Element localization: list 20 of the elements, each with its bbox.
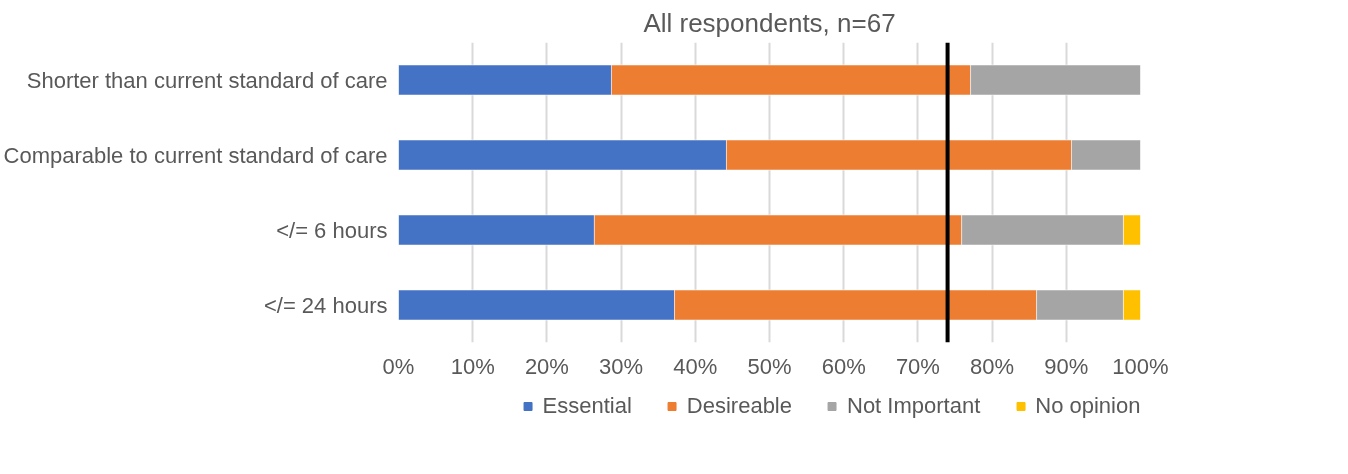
x-tick-label: 100% xyxy=(1112,353,1169,379)
x-tick-label: 0% xyxy=(382,353,415,379)
y-tick-label: Comparable to current standard of care xyxy=(3,142,388,168)
x-tick-label: 60% xyxy=(821,353,866,379)
legend-label: No opinion xyxy=(1035,393,1141,419)
x-tick-label: 20% xyxy=(524,353,569,379)
x-tick-label: 80% xyxy=(970,353,1015,379)
legend-label: Essential xyxy=(542,393,632,419)
y-tick-label: </= 6 hours xyxy=(276,217,388,243)
y-tick-label: </= 24 hours xyxy=(263,292,388,318)
x-tick-label: 50% xyxy=(747,353,792,379)
x-tick-label: 40% xyxy=(673,353,718,379)
x-tick-label: 10% xyxy=(450,353,495,379)
x-tick-label: 30% xyxy=(599,353,644,379)
x-tick-label: 70% xyxy=(895,353,940,379)
chart-title: All respondents, n=67 xyxy=(643,7,896,38)
legend-label: Not Important xyxy=(846,393,981,419)
legend-label: Desireable xyxy=(686,393,792,419)
y-tick-label: Shorter than current standard of care xyxy=(26,67,388,93)
x-tick-label: 90% xyxy=(1044,353,1089,379)
